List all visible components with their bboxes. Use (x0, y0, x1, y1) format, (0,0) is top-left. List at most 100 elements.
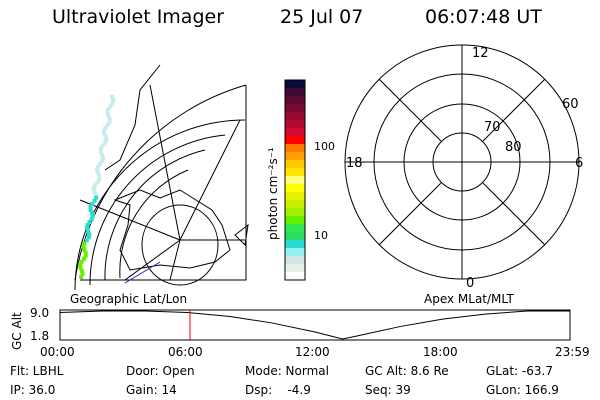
colorbar-swatch (285, 168, 305, 177)
x-tick: 18:00 (423, 345, 458, 359)
aurora-pixel (83, 250, 88, 255)
aurora-pixel (110, 101, 115, 106)
colorbar-swatch (285, 240, 305, 249)
aurora-pixel (103, 125, 108, 130)
colorbar-swatch (285, 200, 305, 209)
colorbar-swatch (285, 224, 305, 233)
glat-value: GLat: -63.7 (486, 364, 553, 378)
aurora-pixel (79, 268, 84, 273)
aurora-pixel (79, 275, 84, 279)
aurora-pixel (102, 128, 107, 133)
aurora-pixel (89, 210, 94, 215)
aurora-pixel (105, 110, 110, 115)
mlt-label-18: 18 (346, 156, 363, 171)
colorbar-swatch (285, 160, 305, 169)
aurora-pixel (87, 220, 92, 225)
aurora-pixel (106, 113, 111, 118)
colorbar-swatch (285, 96, 305, 105)
aurora-pixel (95, 180, 100, 185)
x-tick: 06:00 (168, 345, 203, 359)
polar-mlt-plot (344, 44, 580, 280)
dsp-value: Dsp: -4.9 (245, 383, 311, 397)
colorbar-swatch (285, 192, 305, 201)
aurora-pixel (88, 207, 93, 212)
aurora-pixel (84, 238, 89, 243)
colorbar-swatch (285, 248, 305, 257)
colorbar-swatch (285, 272, 305, 281)
aurora-pixel (104, 137, 109, 142)
aurora-pixel (97, 177, 102, 182)
aurora-pixel (110, 95, 114, 99)
aurora-pixel (92, 189, 97, 194)
aurora-pixel (103, 140, 108, 145)
aurora-pixel (87, 232, 92, 237)
aurora-pixel (111, 98, 116, 103)
aurora-pixel (99, 152, 104, 157)
gc-alt-value: GC Alt: 8.6 Re (365, 364, 449, 378)
aurora-pixel (100, 143, 105, 148)
aurora-pixel (88, 204, 93, 209)
time: 06:07:48 UT (425, 6, 542, 28)
aurora-pixel (79, 259, 84, 264)
colorbar-swatch (285, 256, 305, 265)
aurora-pixel (91, 186, 96, 191)
aurora-pixel (90, 201, 95, 206)
aurora-pixel (102, 131, 107, 136)
aurora-pixel (107, 119, 112, 124)
aurora-pixel (107, 116, 112, 121)
aurora-pixel (100, 159, 105, 164)
aurora-pixel (93, 192, 98, 197)
y-tick: 1.8 (30, 329, 50, 343)
aurora-pixel (83, 253, 88, 258)
colorbar-swatch (285, 80, 305, 89)
colorbar-swatch (285, 264, 305, 273)
x-tick: 23:59 (555, 345, 590, 359)
mlt-label-6: 6 (575, 156, 584, 171)
ip-value: IP: 36.0 (10, 383, 56, 397)
colorbar-swatch (285, 232, 305, 241)
colorbar-swatch (285, 128, 305, 137)
aurora-pixel (81, 244, 86, 249)
aurora-pixel (82, 241, 87, 246)
aurora-pixel (108, 104, 113, 109)
x-tick: 12:00 (295, 345, 330, 359)
lat-label-70: 70 (484, 120, 501, 135)
aurora-pixel (97, 174, 102, 179)
aurora-pixel (96, 171, 101, 176)
aurora-pixel (78, 265, 83, 270)
aurora-pixel (94, 195, 99, 200)
lat-label-80: 80 (505, 140, 522, 155)
colorbar-swatch (285, 104, 305, 113)
colorbar-swatch (285, 112, 305, 121)
aurora-pixel (86, 229, 91, 234)
aurora-pixel (100, 156, 105, 161)
aurora-pixel (85, 223, 90, 228)
door-value: Door: Open (126, 364, 195, 378)
aurora-pixel (95, 165, 100, 170)
glon-value: GLon: 166.9 (486, 383, 559, 397)
gain-value: Gain: 14 (126, 383, 177, 397)
aurora-pixel (98, 149, 103, 154)
colorbar-tick: 10 (314, 229, 328, 242)
colorbar-swatch (285, 144, 305, 153)
aurora-pixel (105, 122, 110, 127)
mlt-label-0: 0 (466, 276, 475, 291)
mode-value: Mode: Normal (245, 364, 329, 378)
altitude-timeline (59, 309, 571, 341)
colorbar-swatch (285, 152, 305, 161)
x-tick: 00:00 (40, 345, 75, 359)
aurora-pixel (92, 183, 97, 188)
aurora-pixel (106, 107, 111, 112)
colorbar-label: photon cm⁻²s⁻¹ (266, 147, 280, 240)
geographic-label: Geographic Lat/Lon (70, 292, 188, 306)
colorbar-frame (284, 79, 306, 281)
colorbar-tick: 100 (314, 140, 335, 153)
aurora-pixel (82, 256, 87, 261)
aurora-pixel (92, 198, 97, 203)
geographic-map (74, 64, 249, 291)
colorbar-swatch (285, 88, 305, 97)
date: 25 Jul 07 (280, 6, 364, 28)
aurora-pixel (103, 134, 108, 139)
